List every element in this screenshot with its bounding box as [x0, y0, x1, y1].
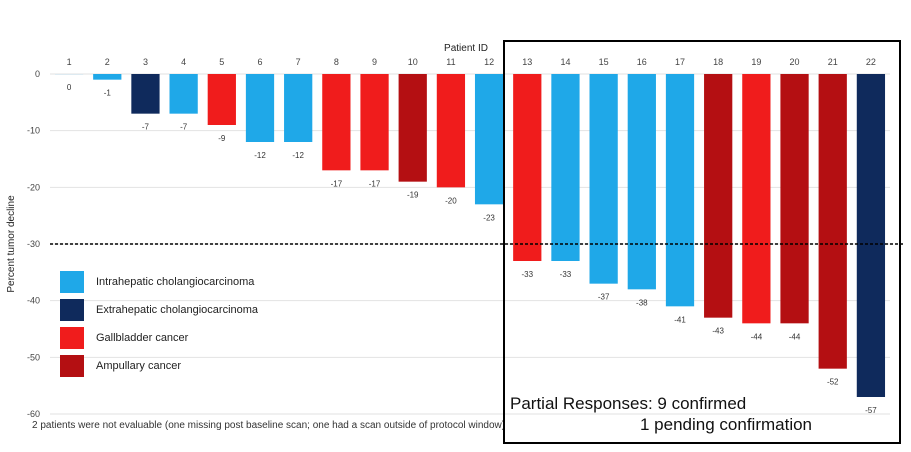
y-tick-label: -20	[27, 182, 40, 192]
x-axis-title: Patient ID	[444, 43, 488, 54]
x-tick-label: 11	[446, 57, 455, 67]
x-tick-label: 22	[866, 57, 876, 67]
legend: Intrahepatic cholangiocarcinoma Extrahep…	[60, 268, 258, 380]
x-tick-label: 1	[67, 57, 72, 67]
bar-patient-20	[780, 74, 809, 324]
x-tick-label: 7	[296, 57, 301, 67]
bar-patient-11	[436, 74, 466, 188]
x-tick-label: 18	[713, 57, 723, 67]
legend-item-ampullary: Ampullary cancer	[60, 352, 258, 380]
x-tick-label: 4	[181, 57, 186, 67]
legend-item-gallbladder: Gallbladder cancer	[60, 324, 258, 352]
bar-patient-5	[207, 74, 236, 125]
partial-responses-pending: 1 pending confirmation	[640, 415, 813, 434]
legend-label-gallbladder: Gallbladder cancer	[96, 332, 189, 344]
legend-item-intrahepatic: Intrahepatic cholangiocarcinoma	[60, 268, 258, 296]
x-tick-label: 10	[408, 57, 418, 67]
legend-swatch-extrahepatic	[60, 299, 84, 321]
x-tick-label: 8	[334, 57, 339, 67]
x-tick-label: 6	[257, 57, 262, 67]
bar-patient-7	[284, 74, 313, 142]
bar-patient-22	[856, 74, 886, 397]
value-label: -44	[789, 332, 801, 341]
bar-patient-15	[589, 74, 618, 284]
x-tick-label: 20	[790, 57, 800, 67]
value-label: -7	[142, 123, 150, 132]
x-tick-label: 2	[105, 57, 110, 67]
x-tick-label: 21	[828, 57, 838, 67]
value-label: -44	[751, 332, 763, 341]
bar-patient-4	[169, 74, 198, 114]
value-label: -33	[560, 270, 572, 279]
value-label: 0	[67, 83, 72, 92]
bar-patient-16	[627, 74, 656, 290]
y-tick-label: -50	[27, 352, 40, 362]
bar-patient-6	[245, 74, 275, 142]
y-tick-label: -40	[27, 296, 40, 306]
bar-patient-12	[474, 74, 504, 205]
value-label: -17	[331, 179, 343, 188]
bar-patient-19	[742, 74, 771, 324]
x-tick-label: 9	[372, 57, 377, 67]
bar-patient-13	[513, 74, 542, 261]
bar-patient-14	[551, 74, 580, 261]
value-label: -23	[483, 213, 495, 222]
bar-patient-3	[131, 74, 160, 114]
bar-patient-17	[665, 74, 695, 307]
y-axis-title: Percent tumor decline	[6, 195, 17, 293]
value-label: -1	[104, 89, 112, 98]
x-tick-label: 16	[637, 57, 647, 67]
bar-patient-10	[398, 74, 427, 182]
x-tick-label: 19	[751, 57, 761, 67]
value-label: -19	[407, 191, 419, 200]
legend-label-extrahepatic: Extrahepatic cholangiocarcinoma	[96, 304, 259, 316]
bar-patient-2	[93, 74, 122, 80]
legend-swatch-gallbladder	[60, 327, 84, 349]
value-label: -37	[598, 293, 610, 302]
value-label: -52	[827, 378, 839, 387]
value-label: -43	[712, 327, 724, 336]
value-label: -20	[445, 196, 457, 205]
bar-patient-9	[360, 74, 389, 171]
y-tick-label: -30	[27, 239, 40, 249]
x-tick-label: 3	[143, 57, 148, 67]
legend-label-ampullary: Ampullary cancer	[96, 360, 181, 372]
value-label: -9	[218, 134, 226, 143]
value-label: -12	[292, 151, 304, 160]
value-label: -7	[180, 123, 188, 132]
x-tick-label: 17	[675, 57, 685, 67]
partial-responses-box	[503, 40, 901, 444]
bar-patient-18	[704, 74, 733, 318]
x-tick-label: 12	[484, 57, 494, 67]
x-tick-label: 15	[599, 57, 609, 67]
y-tick-label: -10	[27, 126, 40, 136]
value-label: -33	[521, 270, 533, 279]
legend-swatch-ampullary	[60, 355, 84, 377]
x-tick-label: 13	[522, 57, 532, 67]
partial-responses-confirmed: Partial Responses: 9 confirmed	[510, 394, 747, 413]
value-label: -17	[369, 179, 381, 188]
legend-swatch-intrahepatic	[60, 271, 84, 293]
y-tick-label: 0	[35, 69, 40, 79]
bar-patient-8	[322, 74, 351, 171]
x-tick-label: 5	[219, 57, 224, 67]
legend-item-extrahepatic: Extrahepatic cholangiocarcinoma	[60, 296, 258, 324]
y-tick-label: -60	[27, 409, 40, 419]
x-tick-label: 14	[560, 57, 570, 67]
value-label: -57	[865, 406, 877, 415]
bar-patient-21	[818, 74, 847, 369]
value-label: -41	[674, 315, 686, 324]
footnote: 2 patients were not evaluable (one missi…	[32, 420, 506, 431]
value-label: -38	[636, 298, 648, 307]
value-label: -12	[254, 151, 266, 160]
legend-label-intrahepatic: Intrahepatic cholangiocarcinoma	[96, 276, 255, 288]
